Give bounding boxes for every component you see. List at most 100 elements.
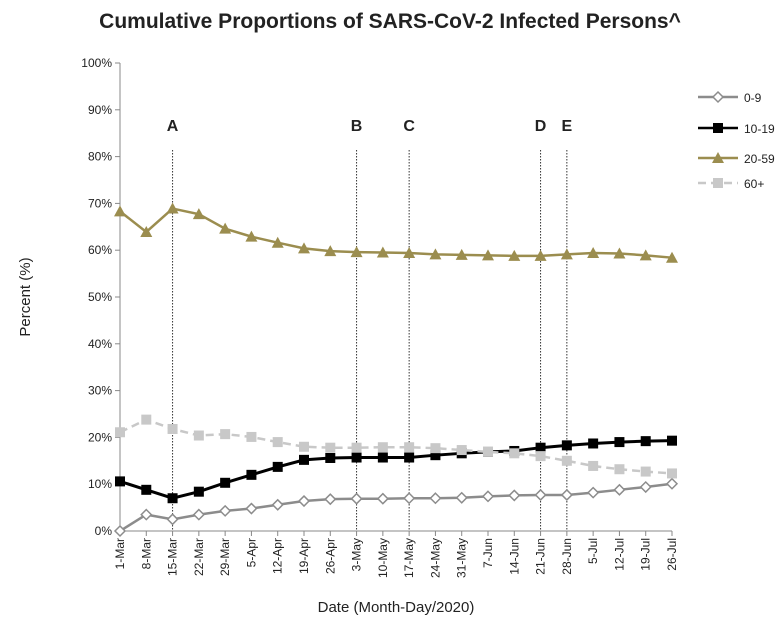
- data-point: [113, 524, 127, 538]
- data-point: [404, 452, 415, 463]
- data-point: [245, 502, 258, 515]
- data-point: [613, 483, 626, 496]
- x-tick-label: 15-Mar: [166, 538, 180, 576]
- data-point: [324, 245, 337, 257]
- data-point: [115, 476, 125, 487]
- y-tick-label: 70%: [88, 196, 112, 210]
- chart-title: Cumulative Proportions of SARS-CoV-2 Inf…: [99, 10, 681, 33]
- legend-label: 0-9: [744, 91, 762, 105]
- data-point: [140, 508, 153, 521]
- data-point: [613, 247, 626, 259]
- data-point: [667, 435, 677, 446]
- data-point: [456, 445, 467, 456]
- data-point: [350, 246, 363, 258]
- data-point: [376, 492, 389, 505]
- x-tick-label: 12-Apr: [271, 538, 285, 574]
- data-point: [351, 452, 362, 463]
- x-tick-label: 24-May: [428, 538, 442, 578]
- data-point: [403, 492, 416, 505]
- data-point: [272, 461, 283, 472]
- data-point: [271, 498, 284, 511]
- series-line: [119, 207, 673, 259]
- legend-marker: [711, 90, 725, 104]
- data-point: [246, 431, 257, 442]
- x-axis-label: Date (Month-Day/2020): [318, 599, 475, 616]
- x-tick-label: 19-Jul: [639, 538, 653, 571]
- x-tick-label: 1-Mar: [113, 538, 127, 569]
- legend-marker: [713, 178, 723, 188]
- data-point: [377, 442, 388, 453]
- data-point: [115, 427, 125, 438]
- data-point: [534, 488, 547, 502]
- data-point: [220, 429, 231, 440]
- y-tick-label: 30%: [88, 384, 112, 398]
- y-tick-label: 100%: [81, 56, 112, 70]
- data-point: [141, 484, 152, 495]
- data-point: [114, 205, 126, 217]
- series-line: [119, 482, 673, 533]
- y-tick-label: 80%: [88, 150, 112, 164]
- y-tick-label: 20%: [88, 430, 112, 444]
- x-tick-label: 26-Apr: [323, 538, 337, 574]
- data-point: [535, 442, 546, 453]
- data-point: [560, 488, 573, 502]
- data-point: [350, 492, 363, 505]
- data-point: [245, 230, 258, 242]
- data-point: [429, 248, 442, 260]
- x-tick-label: 10-May: [376, 538, 390, 578]
- data-point: [376, 246, 389, 258]
- data-point: [588, 438, 599, 449]
- x-tick-label: 17-May: [402, 538, 416, 578]
- data-point: [193, 486, 204, 497]
- x-tick-label: 29-Mar: [218, 538, 232, 576]
- data-point: [508, 249, 521, 261]
- data-point: [141, 414, 152, 425]
- data-point: [299, 454, 309, 465]
- data-point: [640, 436, 651, 447]
- data-point: [140, 225, 153, 237]
- x-tick-label: 5-Jul: [586, 538, 600, 564]
- data-point: [351, 442, 362, 453]
- data-point: [220, 477, 231, 488]
- data-point: [429, 492, 442, 505]
- annotation-label: A: [167, 118, 179, 135]
- x-tick-label: 3-May: [350, 538, 364, 571]
- data-point: [455, 248, 468, 260]
- data-point: [587, 247, 600, 259]
- data-point: [325, 442, 336, 453]
- x-tick-label: 14-Jun: [507, 538, 521, 575]
- x-tick-label: 22-Mar: [192, 538, 206, 576]
- data-point: [666, 251, 678, 263]
- x-tick-label: 12-Jul: [612, 538, 626, 571]
- data-point: [587, 486, 600, 499]
- data-point: [299, 441, 309, 452]
- y-tick-label: 0%: [95, 524, 113, 538]
- data-point: [272, 437, 283, 448]
- data-point: [483, 446, 493, 457]
- data-point: [614, 464, 625, 475]
- data-point: [665, 477, 679, 490]
- data-point: [535, 451, 546, 462]
- data-point: [640, 466, 651, 477]
- data-point: [192, 208, 205, 220]
- data-point: [219, 504, 232, 517]
- data-point: [482, 249, 494, 261]
- data-point: [430, 443, 441, 454]
- data-point: [614, 437, 625, 448]
- legend-marker: [712, 152, 724, 163]
- x-tick-label: 5-Apr: [244, 538, 258, 567]
- data-point: [166, 513, 179, 526]
- legend-label: 60+: [744, 177, 764, 191]
- annotation-label: E: [562, 118, 573, 135]
- y-axis-label: Percent (%): [17, 257, 34, 336]
- data-point: [325, 452, 336, 463]
- data-point: [297, 494, 311, 508]
- data-point: [455, 491, 468, 504]
- data-point: [193, 430, 204, 441]
- series-line: [119, 418, 673, 475]
- legend-label: 10-19: [744, 122, 775, 136]
- data-point: [667, 468, 677, 479]
- x-tick-label: 8-Mar: [139, 538, 153, 569]
- data-point: [430, 450, 441, 461]
